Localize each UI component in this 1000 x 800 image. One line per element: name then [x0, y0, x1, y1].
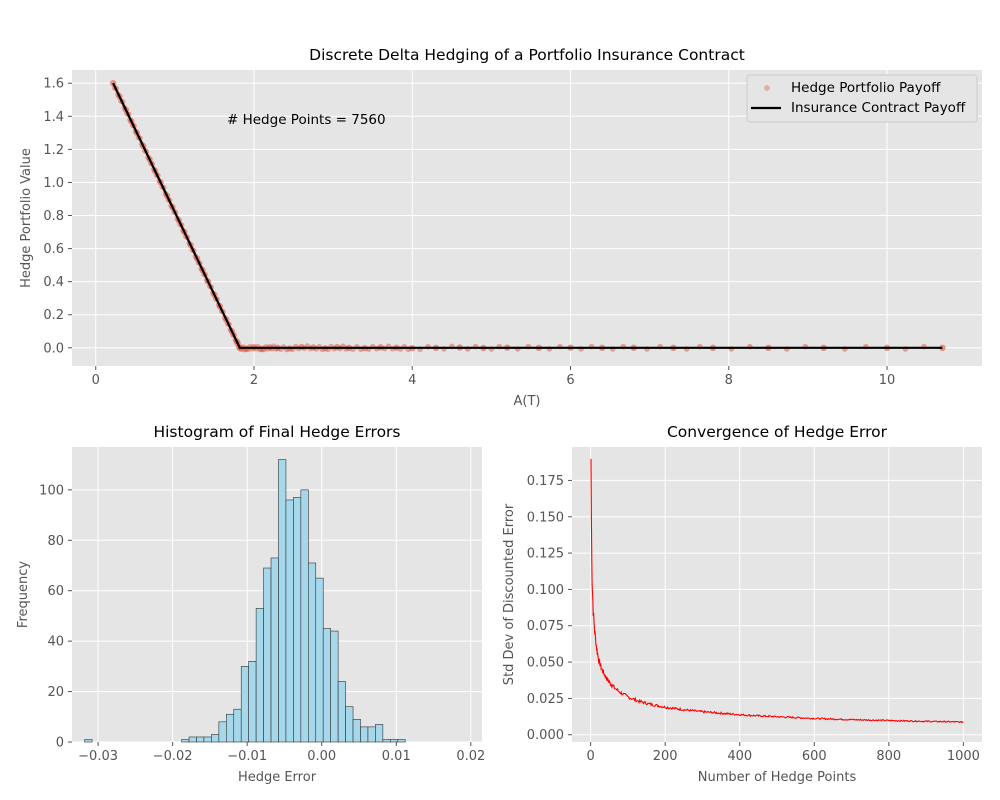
x-tick-label: 2 — [250, 373, 258, 388]
chart-2: −0.03 −0.02 −0.01 0.00 0.01 0.02 0 20 40 60 80 100 H… — [16, 423, 485, 785]
x-tick-label: 10 — [879, 373, 896, 388]
x-tick-label: −0.03 — [78, 749, 118, 764]
x-tick-label: 0.01 — [382, 749, 411, 764]
x-tick-label: 4 — [408, 373, 416, 388]
histogram-bar — [196, 736, 205, 743]
hedge-points-annotation: # Hedge Points = 7560 — [227, 112, 386, 128]
histogram-bar — [300, 489, 309, 743]
histogram-bar — [270, 557, 279, 743]
histogram-bar — [367, 726, 376, 743]
legend-box — [746, 74, 978, 123]
y-tick-label: 100 — [39, 483, 64, 498]
plot-area — [572, 447, 982, 742]
histogram-bar — [188, 736, 197, 743]
x-tick-label: 400 — [727, 749, 752, 764]
insurance-payoff-line — [112, 82, 943, 349]
y-tick-label: 0.050 — [527, 656, 564, 671]
y-tick-label: 0.6 — [43, 242, 64, 257]
histogram-bar — [181, 739, 190, 743]
histogram-bar — [375, 724, 384, 743]
x-tick-label: 1000 — [947, 749, 980, 764]
histogram-bar — [211, 734, 220, 743]
histogram-bar — [337, 681, 346, 743]
x-tick-label: 6 — [566, 373, 574, 388]
y-tick-label: 40 — [47, 635, 64, 650]
y-tick-label: 80 — [47, 534, 64, 549]
y-tick-label: 1.0 — [43, 176, 64, 191]
y-tick-label: 20 — [47, 685, 64, 700]
y-tick-label: 0.025 — [527, 692, 564, 707]
x-tick-label: 0 — [92, 373, 100, 388]
y-tick-label: 1.4 — [43, 110, 64, 125]
chart-title: Convergence of Hedge Error — [667, 423, 888, 441]
y-tick-label: 0.125 — [527, 547, 564, 562]
histogram-bar — [322, 628, 331, 743]
y-tick-label: 60 — [47, 584, 64, 599]
x-tick-label: 600 — [802, 749, 827, 764]
x-tick-label: −0.02 — [153, 749, 193, 764]
x-tick-label: 200 — [653, 749, 678, 764]
histogram-bar — [382, 739, 391, 743]
chart-3: 0 200 400 600 800 1000 0.000 0.025 0.050 0.075 0.1… — [502, 423, 982, 785]
legend: Hedge Portfolio Payoff Insurance Contract… — [746, 74, 978, 123]
x-axis-label: Hedge Error — [238, 770, 317, 785]
histogram-bar — [360, 726, 369, 743]
convergence-line — [590, 458, 964, 724]
histogram-bar — [352, 719, 361, 743]
histogram-bar — [390, 739, 399, 743]
gridlines — [572, 447, 982, 742]
legend-marker-scatter — [764, 85, 770, 91]
chart-1: 0 2 4 6 8 10 0.0 0.2 0.4 0.6 0.8 1.0 1.2 1.4 1.6 Discre… — [19, 46, 982, 409]
y-tick-label: 1.2 — [43, 143, 64, 158]
histogram-bar — [330, 630, 339, 743]
chart-title: Histogram of Final Hedge Errors — [153, 423, 400, 441]
histogram-bar — [233, 708, 242, 743]
legend-label-hedge: Hedge Portfolio Payoff — [791, 80, 941, 96]
y-tick-label: 0.150 — [527, 510, 564, 525]
histogram-bar — [278, 459, 287, 743]
y-tick-label: 0.000 — [527, 728, 564, 743]
y-axis-label: Hedge Portfolio Value — [19, 148, 34, 288]
chart-title: Discrete Delta Hedging of a Portfolio In… — [309, 46, 745, 64]
x-tick-label: 800 — [876, 749, 901, 764]
x-tick-label: 0.00 — [307, 749, 336, 764]
histogram-bar — [203, 736, 212, 743]
histogram-bar — [345, 706, 354, 743]
histogram-bar — [293, 497, 302, 743]
histogram-bar — [263, 567, 272, 743]
histogram-bars — [84, 459, 406, 743]
histogram-bar — [255, 608, 264, 743]
x-tick-label: 8 — [725, 373, 733, 388]
x-tick-label: 0.02 — [456, 749, 485, 764]
y-tick-label: 0.8 — [43, 209, 64, 224]
legend-label-insurance: Insurance Contract Payoff — [791, 100, 966, 116]
y-tick-label: 0.4 — [43, 275, 64, 290]
histogram-bar — [308, 562, 317, 743]
y-tick-label: 0.100 — [527, 583, 564, 598]
histogram-bar — [315, 577, 324, 743]
histogram-bar — [285, 499, 294, 743]
histogram-bar — [248, 661, 257, 743]
histogram-bar — [226, 713, 235, 743]
y-tick-label: 0 — [56, 736, 64, 751]
hedge-payoff-point — [939, 344, 946, 352]
y-axis-label: Frequency — [16, 561, 31, 628]
y-tick-label: 0.075 — [527, 619, 564, 634]
x-tick-label: −0.01 — [227, 749, 267, 764]
histogram-bar — [240, 666, 249, 743]
y-tick-label: 0.175 — [527, 474, 564, 489]
histogram-bar — [397, 739, 406, 743]
histogram-bar — [84, 739, 93, 743]
histogram-bar — [218, 721, 227, 743]
y-axis-label: Std Dev of Discounted Error — [502, 503, 517, 685]
x-axis-label: A(T) — [514, 394, 541, 409]
x-axis-label: Number of Hedge Points — [698, 770, 857, 785]
x-tick-label: 0 — [586, 749, 594, 764]
y-tick-label: 1.6 — [43, 77, 64, 92]
y-tick-label: 0.2 — [43, 308, 64, 323]
y-tick-label: 0.0 — [43, 341, 64, 356]
